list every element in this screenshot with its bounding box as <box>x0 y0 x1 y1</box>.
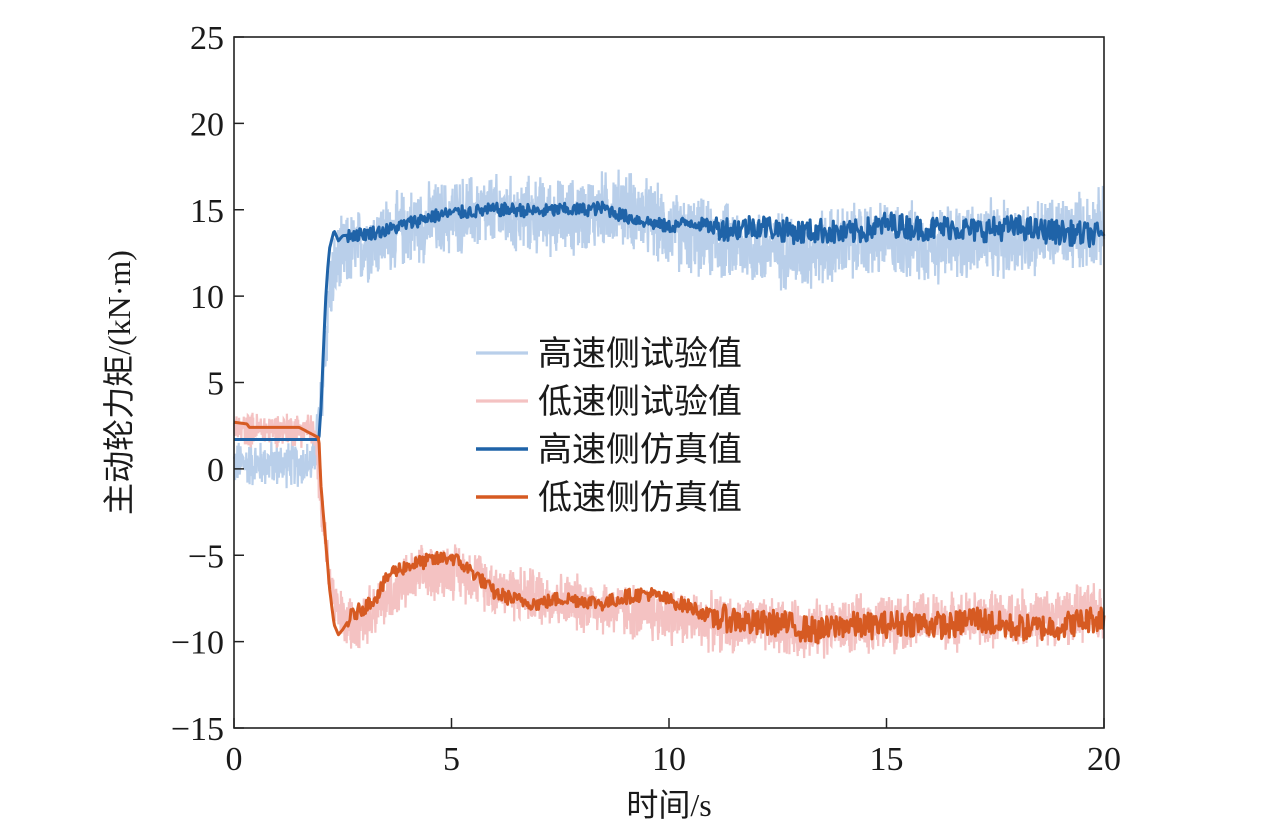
ticks-layer: 0 5 10 15 20 −15 −10 −5 0 5 10 15 20 25 <box>171 20 1121 778</box>
x-tick-label: 20 <box>1087 741 1121 778</box>
x-tick-label: 5 <box>443 741 460 778</box>
y-tick-label: 25 <box>190 20 224 57</box>
legend-label: 低速侧仿真值 <box>538 479 742 517</box>
y-tick-label: 5 <box>207 366 224 403</box>
x-tick-label: 0 <box>226 741 243 778</box>
y-tick-label: −5 <box>188 538 224 575</box>
y-tick-label: 0 <box>207 452 224 489</box>
x-tick-label: 10 <box>652 741 686 778</box>
legend-label: 高速侧仿真值 <box>538 431 742 469</box>
series-line-3 <box>233 200 1106 441</box>
y-tick-label: −15 <box>171 711 224 748</box>
legend-label: 低速侧试验值 <box>538 383 742 421</box>
x-tick-label: 15 <box>870 741 904 778</box>
legend-label: 高速侧试验值 <box>538 335 742 373</box>
y-tick-label: 10 <box>190 279 224 316</box>
y-tick-label: 20 <box>190 106 224 143</box>
series-layer <box>232 169 1106 659</box>
y-tick-label: −10 <box>171 625 224 662</box>
y-tick-label: 15 <box>190 193 224 230</box>
y-axis-label: 主动轮力矩/(kN·m) <box>101 250 137 515</box>
series-line-4 <box>233 420 1106 645</box>
x-axis-label: 时间/s <box>626 787 711 823</box>
